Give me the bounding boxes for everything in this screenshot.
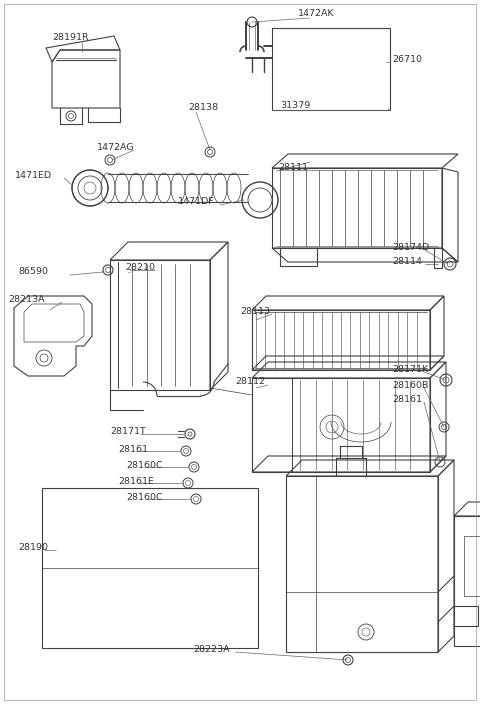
Bar bbox=[42, 488, 258, 648]
Text: 31379: 31379 bbox=[280, 101, 310, 111]
Text: 86590: 86590 bbox=[18, 268, 48, 277]
Text: 28112: 28112 bbox=[235, 377, 265, 386]
Text: 28138: 28138 bbox=[188, 103, 218, 113]
Text: 28190: 28190 bbox=[18, 543, 48, 553]
Text: 28210: 28210 bbox=[125, 263, 155, 272]
Text: 28161E: 28161E bbox=[118, 477, 154, 486]
Text: 28213A: 28213A bbox=[8, 296, 45, 305]
Text: 28191R: 28191R bbox=[52, 34, 89, 42]
Text: 28160B: 28160B bbox=[392, 382, 428, 391]
Text: 1472AK: 1472AK bbox=[298, 9, 335, 18]
Text: 28160C: 28160C bbox=[126, 462, 163, 470]
Text: 28223A: 28223A bbox=[193, 646, 229, 655]
Text: 28171K: 28171K bbox=[392, 365, 428, 375]
Bar bbox=[272, 28, 390, 110]
Text: 1471ED: 1471ED bbox=[15, 172, 52, 180]
Text: 28171T: 28171T bbox=[110, 427, 146, 436]
Text: 28114: 28114 bbox=[392, 258, 422, 267]
Text: 1471DF: 1471DF bbox=[178, 198, 215, 206]
Text: 28160C: 28160C bbox=[126, 494, 163, 503]
Text: 26710: 26710 bbox=[392, 56, 422, 65]
Text: 28161: 28161 bbox=[392, 396, 422, 405]
Text: 28174D: 28174D bbox=[392, 244, 429, 253]
Text: 28113: 28113 bbox=[240, 308, 270, 317]
Text: 28111: 28111 bbox=[278, 163, 308, 172]
Text: 1472AG: 1472AG bbox=[97, 144, 134, 153]
Text: 28161: 28161 bbox=[118, 446, 148, 455]
